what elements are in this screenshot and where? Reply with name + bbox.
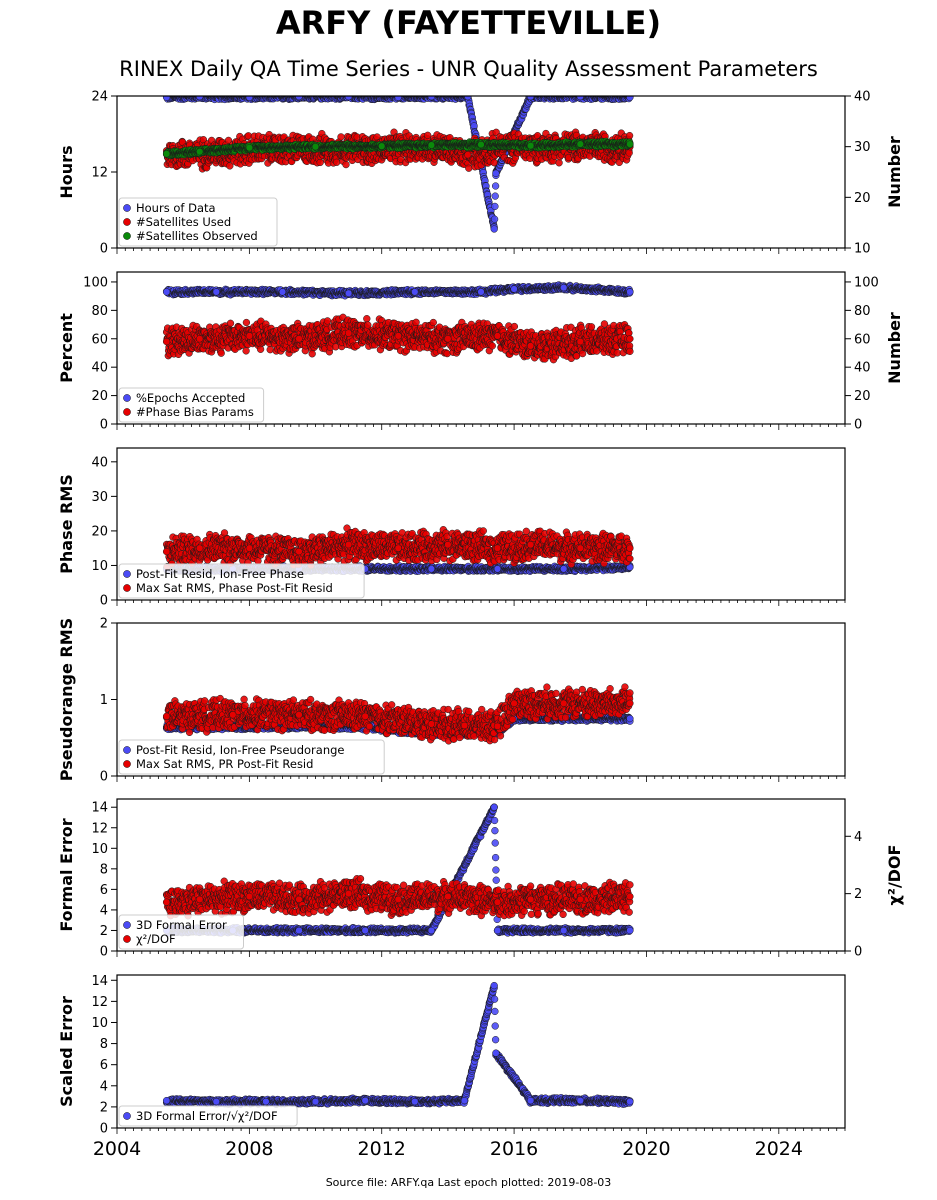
- y-tick-label: 0: [100, 242, 108, 257]
- data-point: [245, 96, 254, 101]
- data-point: [337, 133, 345, 141]
- y-tick-label: 12: [91, 166, 108, 181]
- data-point: [490, 215, 499, 223]
- data-point: [626, 140, 634, 148]
- data-point: [490, 159, 498, 167]
- chart-subtitle: RINEX Daily QA Time Series - UNR Quality…: [119, 57, 818, 81]
- data-point: [555, 159, 563, 167]
- data-point: [625, 149, 633, 157]
- data-point: [625, 131, 634, 140]
- y2-tick-label: 10: [854, 242, 871, 257]
- data-point: [491, 182, 500, 190]
- data-point: [492, 169, 500, 177]
- legend-label: #Satellites Used: [136, 215, 231, 229]
- y-tick-label: 24: [91, 90, 108, 105]
- data-point: [162, 150, 171, 158]
- data-point: [490, 225, 498, 233]
- y-axis-label: Hours: [57, 145, 76, 198]
- data-point: [626, 96, 634, 101]
- data-point: [465, 164, 473, 172]
- legend: Hours of Data#Satellites Used#Satellites…: [118, 197, 278, 247]
- y2-tick-label: 30: [854, 140, 871, 155]
- data-point: [576, 140, 584, 148]
- y2-tick-label: 20: [854, 191, 871, 206]
- chart-title: ARFY (FAYETTEVILLE): [275, 4, 662, 42]
- data-point: [464, 151, 472, 159]
- data-point: [491, 202, 499, 211]
- points-group: [162, 281, 634, 364]
- data-point: [526, 142, 535, 150]
- y2-axis-label: Number: [885, 136, 904, 208]
- legend-label: #Satellites Observed: [136, 229, 258, 243]
- data-point: [427, 141, 436, 149]
- legend-marker: [123, 218, 131, 226]
- data-point: [424, 131, 432, 139]
- data-point: [196, 148, 204, 156]
- data-point: [342, 160, 350, 169]
- data-point: [162, 96, 171, 101]
- data-point: [491, 192, 499, 200]
- data-point: [245, 144, 254, 152]
- legend-label: Hours of Data: [136, 201, 216, 215]
- data-point: [378, 142, 386, 150]
- data-point: [394, 96, 402, 101]
- legend-marker: [123, 204, 131, 212]
- legend-marker: [123, 232, 131, 240]
- y2-tick-label: 40: [854, 90, 871, 105]
- data-point: [311, 143, 320, 151]
- data-point: [477, 140, 485, 149]
- data-point: [333, 158, 341, 166]
